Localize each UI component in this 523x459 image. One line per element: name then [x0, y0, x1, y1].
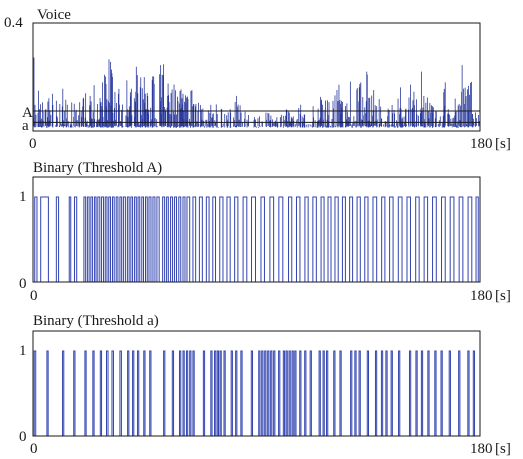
voice-waveform-trace — [32, 57, 481, 128]
voice-ytick-max: 0.4 — [4, 15, 23, 31]
binary-A-x-unit: [s] — [495, 288, 511, 304]
binary-a-panel: Binary (Threshold a) 1 0 0 180 [s] — [19, 313, 511, 457]
voice-xtick-start: 0 — [29, 136, 37, 152]
binary-a-xtick-end: 180 — [470, 441, 493, 457]
binary-a-xtick-start: 0 — [30, 441, 38, 457]
binary-A-signal — [33, 196, 480, 283]
binary-A-xtick-end: 180 — [470, 288, 493, 304]
voice-waveform — [32, 57, 481, 128]
binary-A-xtick-start: 0 — [30, 288, 38, 304]
binary-a-ytick-0: 0 — [19, 429, 27, 445]
binary-a-frame — [32, 330, 481, 437]
voice-x-unit: [s] — [495, 136, 511, 152]
binary-a-title: Binary (Threshold a) — [33, 313, 159, 329]
threshold-A-label: A — [22, 105, 33, 121]
binary-a-x-unit: [s] — [495, 441, 511, 457]
binary-A-ytick-0: 0 — [19, 276, 27, 292]
threshold-a-label: a — [22, 118, 29, 134]
voice-frame — [32, 22, 481, 132]
binary-A-title: Binary (Threshold A) — [33, 160, 162, 176]
binary-a-signal — [33, 350, 480, 437]
voice-panel: Voice 0.4 A a 0 180 [s] — [4, 7, 511, 152]
binary-A-frame — [32, 176, 481, 283]
voice-title: Voice — [37, 7, 71, 23]
voice-xtick-end: 180 — [470, 136, 493, 152]
binary-A-panel: Binary (Threshold A) 1 0 0 180 [s] — [19, 160, 511, 304]
binary-a-ytick-1: 1 — [19, 343, 27, 359]
binary-A-ytick-1: 1 — [19, 189, 27, 205]
